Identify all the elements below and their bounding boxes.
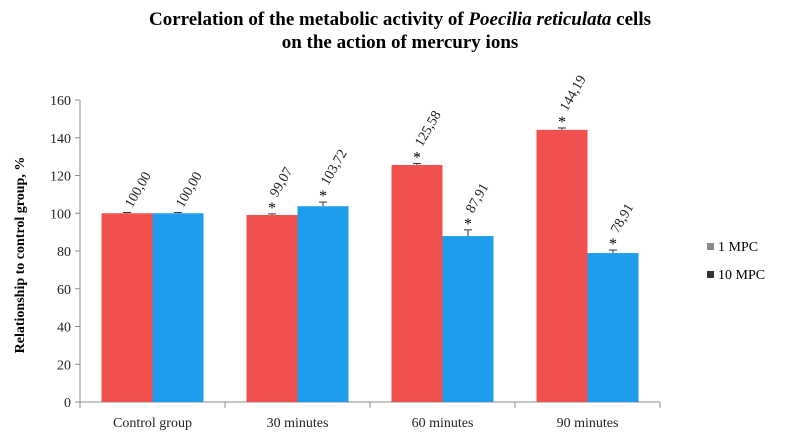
- significance-marker: *: [413, 149, 421, 166]
- bar-10-mpc: [442, 236, 494, 402]
- x-category-label: 60 minutes: [412, 416, 474, 431]
- title-text-end: cells: [611, 9, 651, 30]
- chart-title-line-1: Correlation of the metabolic activity of…: [0, 8, 800, 31]
- y-tick-label: 160: [50, 94, 71, 109]
- data-label: 87,91: [463, 181, 492, 216]
- chart-title: Correlation of the metabolic activity of…: [0, 8, 800, 54]
- y-tick-label: 60: [57, 283, 71, 298]
- legend-label-10-mpc: 10 MPC: [718, 268, 765, 283]
- significance-marker: *: [268, 200, 276, 217]
- y-tick-label: 0: [64, 396, 71, 411]
- bar-1-mpc: [391, 164, 443, 402]
- y-tick-label: 140: [50, 132, 71, 147]
- data-label: 78,91: [608, 201, 637, 236]
- significance-marker: *: [464, 216, 472, 233]
- x-category-label: Control group: [113, 416, 192, 431]
- chart-title-line-2: on the action of mercury ions: [281, 32, 519, 53]
- bar-1-mpc: [101, 213, 153, 402]
- bar-1-mpc: [536, 129, 588, 402]
- significance-marker: *: [609, 236, 617, 253]
- significance-marker: *: [558, 114, 566, 131]
- y-tick-label: 20: [57, 358, 71, 373]
- data-label: 103,72: [318, 147, 350, 188]
- title-text: Correlation of the metabolic activity of: [149, 9, 469, 30]
- data-label: 100,00: [173, 170, 205, 211]
- legend-swatch-10-mpc: [707, 271, 714, 278]
- data-label: 99,07: [267, 165, 296, 200]
- bar-10-mpc: [587, 253, 639, 402]
- legend-label-1-mpc: 1 MPC: [718, 240, 758, 255]
- significance-marker: *: [319, 188, 327, 205]
- data-label: 144,19: [557, 73, 589, 114]
- y-tick-label: 100: [50, 207, 71, 222]
- data-label: 100,00: [122, 170, 154, 211]
- bar-10-mpc: [297, 206, 349, 402]
- x-category-label: 90 minutes: [557, 416, 619, 431]
- title-species-italic: Poecilia reticulata: [468, 9, 612, 30]
- data-label: 125,58: [412, 109, 444, 150]
- legend-swatch-1-mpc: [707, 243, 714, 250]
- x-category-label: 30 minutes: [267, 416, 329, 431]
- bar-1-mpc: [246, 215, 298, 402]
- bar-10-mpc: [152, 213, 204, 402]
- y-tick-label: 80: [57, 245, 71, 260]
- y-tick-label: 120: [50, 170, 71, 185]
- y-tick-label: 40: [57, 321, 71, 336]
- y-axis-title: Relationship to control group, %: [13, 157, 28, 354]
